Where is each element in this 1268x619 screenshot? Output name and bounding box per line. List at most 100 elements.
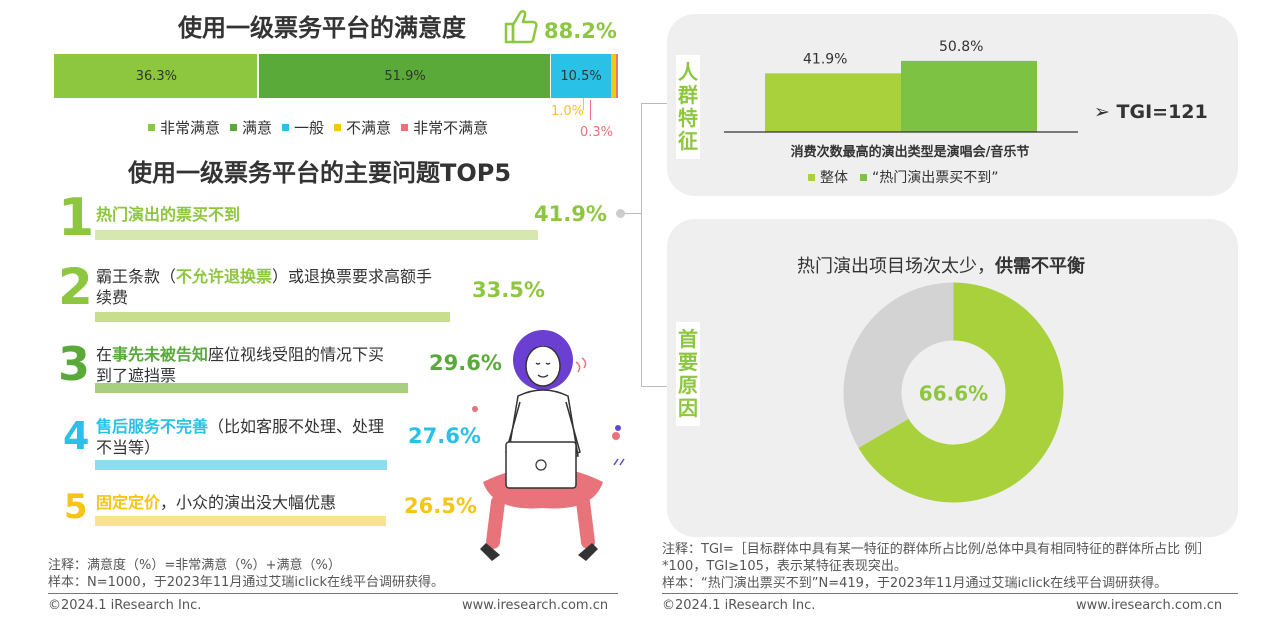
dissatisfied-leader-line (583, 98, 584, 110)
problem-bar (95, 230, 538, 240)
legend-label: 非常满意 (160, 119, 221, 137)
legend-swatch (334, 124, 342, 131)
very-dissatisfied-label: 0.3% (580, 125, 614, 140)
satisfaction-segment: 51.9% (258, 54, 552, 98)
problem-highlight: 不允许退换票 (176, 267, 273, 286)
problem-percent: 41.9% (534, 202, 607, 226)
tgi-bar-label: 50.8% (939, 39, 983, 55)
satisfaction-segment: 36.3% (54, 54, 259, 98)
person-with-laptop-illustration (472, 330, 625, 561)
problem-bar (95, 460, 387, 470)
left-notes: 注释：满意度（%）=非常满意（%）+满意（%） 样本：N=1000，于2023年… (48, 557, 444, 591)
main-reason-side-title: 首要原因 (676, 322, 700, 426)
legend-label: 非常不满意 (413, 119, 489, 137)
website-link[interactable]: www.iresearch.com.cn (1076, 598, 1223, 613)
connector-line (620, 213, 641, 214)
legend-swatch (808, 173, 815, 181)
donut-slice (843, 282, 954, 448)
tgi-bar (765, 73, 901, 132)
problem-highlight: 售后服务不完善 (96, 417, 209, 436)
connector-line (641, 103, 642, 386)
tgi-value: ➢ TGI=121 (1094, 101, 1208, 123)
legend-item-neutral: 一般 (282, 117, 324, 138)
rank-number: 5 (64, 487, 88, 527)
satisfaction-stacked-bar: 36.3% 51.9% 10.5% (54, 54, 618, 98)
problem-suffix: 座位视线受阻的情况下买到了遮挡票 (96, 345, 385, 385)
legend-swatch (860, 173, 867, 181)
sample-text: 样本：“热门演出票买不到”N=419，于2023年11月通过艾瑞iclick在线… (662, 576, 1168, 591)
copyright: ©2024.1 iResearch Inc. (662, 598, 816, 613)
legend-item-very-dissatisfied: 非常不满意 (401, 117, 488, 138)
problem-bar (95, 312, 450, 322)
problem-suffix: ）或退换票要求高额手续费 (96, 267, 433, 307)
note-text: 注释：TGI=［目标群体中具有某一特征的群体所占比例/总体中具有相同特征的群体所… (662, 542, 1211, 574)
reason-title-plain: 热门演出项目场次太少， (797, 256, 995, 277)
problem-text: 固定定价，小众的演出没大幅优惠 (96, 492, 406, 513)
problem-bar (95, 383, 408, 393)
problem-text: 在事先未被告知座位视线受阻的情况下买到了遮挡票 (96, 344, 386, 386)
problem-text: 售后服务不完善（比如客服不处理、处理不当等） (96, 416, 396, 458)
satisfaction-segment (616, 54, 618, 98)
legend-label: 整体 (820, 170, 848, 186)
legend-item-target-group: “热门演出票买不到” (860, 167, 999, 187)
crowd-feature-side-title: 人群特征 (676, 55, 700, 159)
problem-text: 霸王条款（不允许退换票）或退换票要求高额手续费 (96, 266, 441, 308)
very-dissatisfied-leader-line (590, 100, 591, 120)
reason-title: 热门演出项目场次太少，供需不平衡 (797, 252, 1085, 278)
legend-swatch (148, 124, 155, 131)
legend-label: 不满意 (346, 119, 392, 137)
problem-percent: 26.5% (404, 494, 477, 518)
legend-item-satisfied: 满意 (230, 117, 272, 138)
problem-highlight: 事先未被告知 (112, 345, 209, 364)
legend-swatch (401, 124, 409, 131)
rank-number: 1 (58, 188, 95, 248)
rank-number: 3 (58, 337, 91, 391)
tgi-legend: 整体 “热门演出票买不到” (808, 167, 999, 187)
legend-item-overall: 整体 (808, 167, 848, 187)
legend-label: “热门演出票买不到” (872, 170, 999, 186)
connector-dot (616, 209, 625, 218)
satisfaction-title: 使用一级票务平台的满意度 (178, 14, 466, 42)
problem-bar (95, 516, 386, 526)
problem-highlight: 热门演出的票买不到 (96, 205, 241, 224)
problem-percent: 27.6% (408, 424, 481, 448)
sample-text: 样本：N=1000，于2023年11月通过艾瑞iclick在线平台调研获得。 (48, 575, 444, 590)
legend-swatch (282, 124, 290, 131)
satisfaction-segment: 10.5% (551, 54, 611, 98)
satisfaction-total: 88.2% (544, 19, 617, 43)
connector-line (641, 386, 667, 387)
problem-percent: 29.6% (429, 351, 502, 375)
tgi-bar (901, 60, 1037, 132)
connector-line (641, 103, 667, 104)
right-notes: 注释：TGI=［目标群体中具有某一特征的群体所占比例/总体中具有相同特征的群体所… (662, 541, 1242, 592)
satisfaction-segment (610, 54, 617, 98)
legend-label: 一般 (294, 119, 325, 137)
copyright: ©2024.1 iResearch Inc. (48, 598, 202, 613)
problem-suffix: （比如客服不处理、处理不当等） (96, 417, 385, 457)
donut-slice (858, 282, 1064, 503)
tgi-axis-label: 消费次数最高的演出类型是演唱会/音乐节 (791, 144, 1030, 160)
problem-suffix: ，小众的演出没大幅优惠 (160, 493, 337, 512)
problem-highlight: 固定定价 (96, 493, 161, 512)
legend-swatch (230, 124, 238, 131)
problem-prefix: 在 (96, 345, 113, 364)
legend-label: 满意 (242, 119, 273, 137)
divider (48, 593, 618, 594)
satisfaction-legend: 非常满意 满意 一般 不满意 非常不满意 (148, 117, 488, 138)
note-text: 注释：满意度（%）=非常满意（%）+满意（%） (48, 558, 341, 573)
divider (662, 593, 1238, 594)
legend-item-dissatisfied: 不满意 (334, 117, 391, 138)
reason-title-bold: 供需不平衡 (995, 256, 1085, 277)
dissatisfied-label: 1.0% (551, 104, 585, 119)
tgi-bar-chart: 41.9% 50.8% 消费次数最高的演出类型是演唱会/音乐节 (724, 39, 1078, 160)
problem-prefix: 霸王条款（ (96, 267, 177, 286)
problem-text: 热门演出的票买不到 (96, 204, 396, 225)
legend-item-very-satisfied: 非常满意 (148, 117, 220, 138)
reason-donut-chart: 66.6% (843, 282, 1064, 503)
donut-center-label: 66.6% (919, 382, 988, 406)
rank-number: 4 (63, 414, 90, 458)
tgi-bar-label: 41.9% (803, 51, 847, 67)
problem-percent: 33.5% (472, 278, 545, 302)
rank-number: 2 (58, 258, 93, 316)
website-link[interactable]: www.iresearch.com.cn (462, 598, 609, 613)
